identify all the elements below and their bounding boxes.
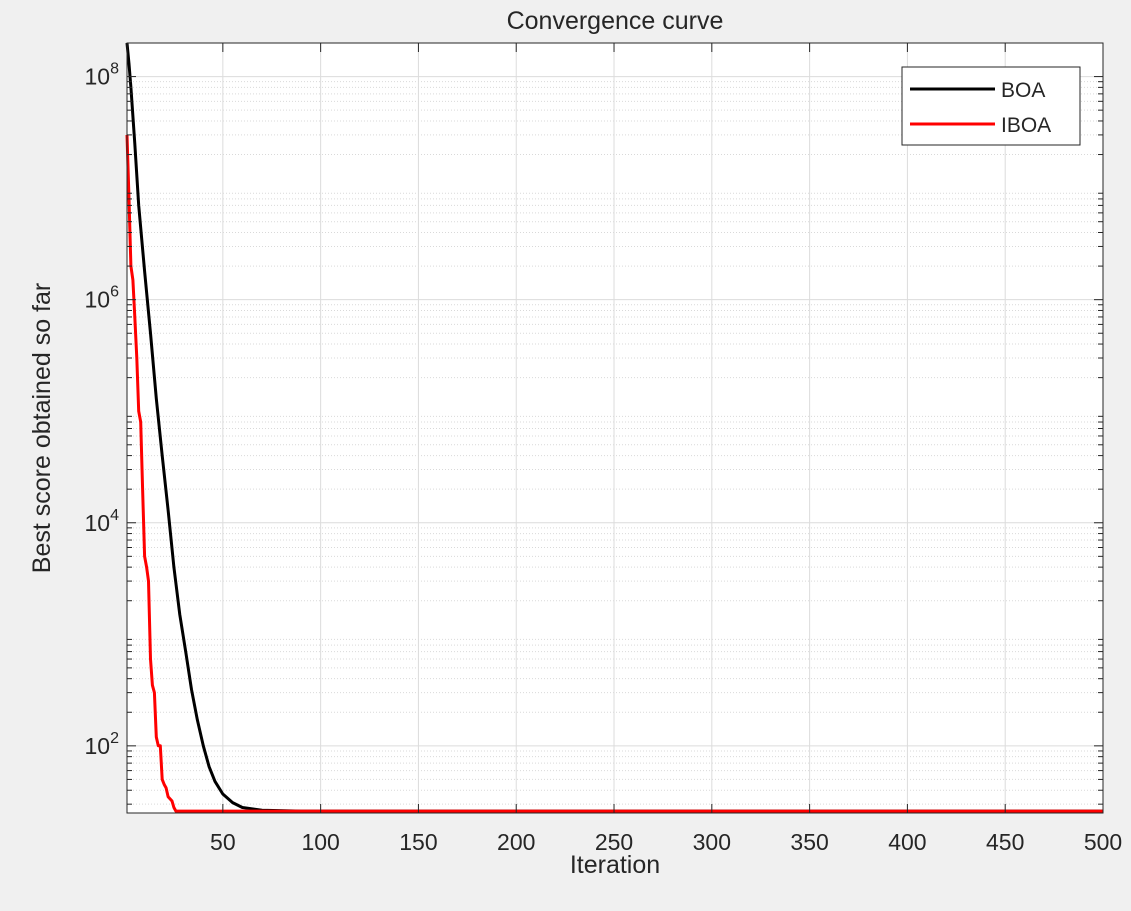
y-tick-label: 108 <box>85 61 120 90</box>
x-axis-label: Iteration <box>570 851 660 879</box>
x-tick-label: 450 <box>986 829 1024 855</box>
x-tick-label: 350 <box>790 829 828 855</box>
x-tick-label: 150 <box>399 829 437 855</box>
y-tick-label: 104 <box>85 507 120 536</box>
axis-ticks <box>127 43 1104 813</box>
x-tick-label: 50 <box>210 829 236 855</box>
legend-box <box>901 66 1081 146</box>
y-tick-label: 102 <box>85 730 120 759</box>
legend-label-boa: BOA <box>1001 79 1045 102</box>
series-line-iboa <box>125 134 1103 813</box>
x-tick-label: 200 <box>497 829 535 855</box>
minor-grid <box>127 81 1103 805</box>
x-tick-label: 300 <box>693 829 731 855</box>
series-lines <box>125 42 1103 813</box>
y-tick-label: 106 <box>85 284 120 313</box>
x-tick-labels: 50 100 150 200 250 300 350 400 450 500 <box>210 829 1122 855</box>
chart-title: Convergence curve <box>507 7 724 35</box>
plot-area <box>127 43 1103 813</box>
series-line-boa <box>125 42 1103 813</box>
legend-label-iboa: IBOA <box>1001 114 1051 137</box>
x-tick-label: 400 <box>888 829 926 855</box>
x-tick-label: 250 <box>595 829 633 855</box>
legend: BOA IBOA <box>901 66 1081 146</box>
x-tick-label: 500 <box>1084 829 1122 855</box>
x-tick-label: 100 <box>301 829 339 855</box>
y-tick-labels: 102 104 106 108 <box>85 61 120 759</box>
y-axis-label: Best score obtained so far <box>28 283 56 573</box>
